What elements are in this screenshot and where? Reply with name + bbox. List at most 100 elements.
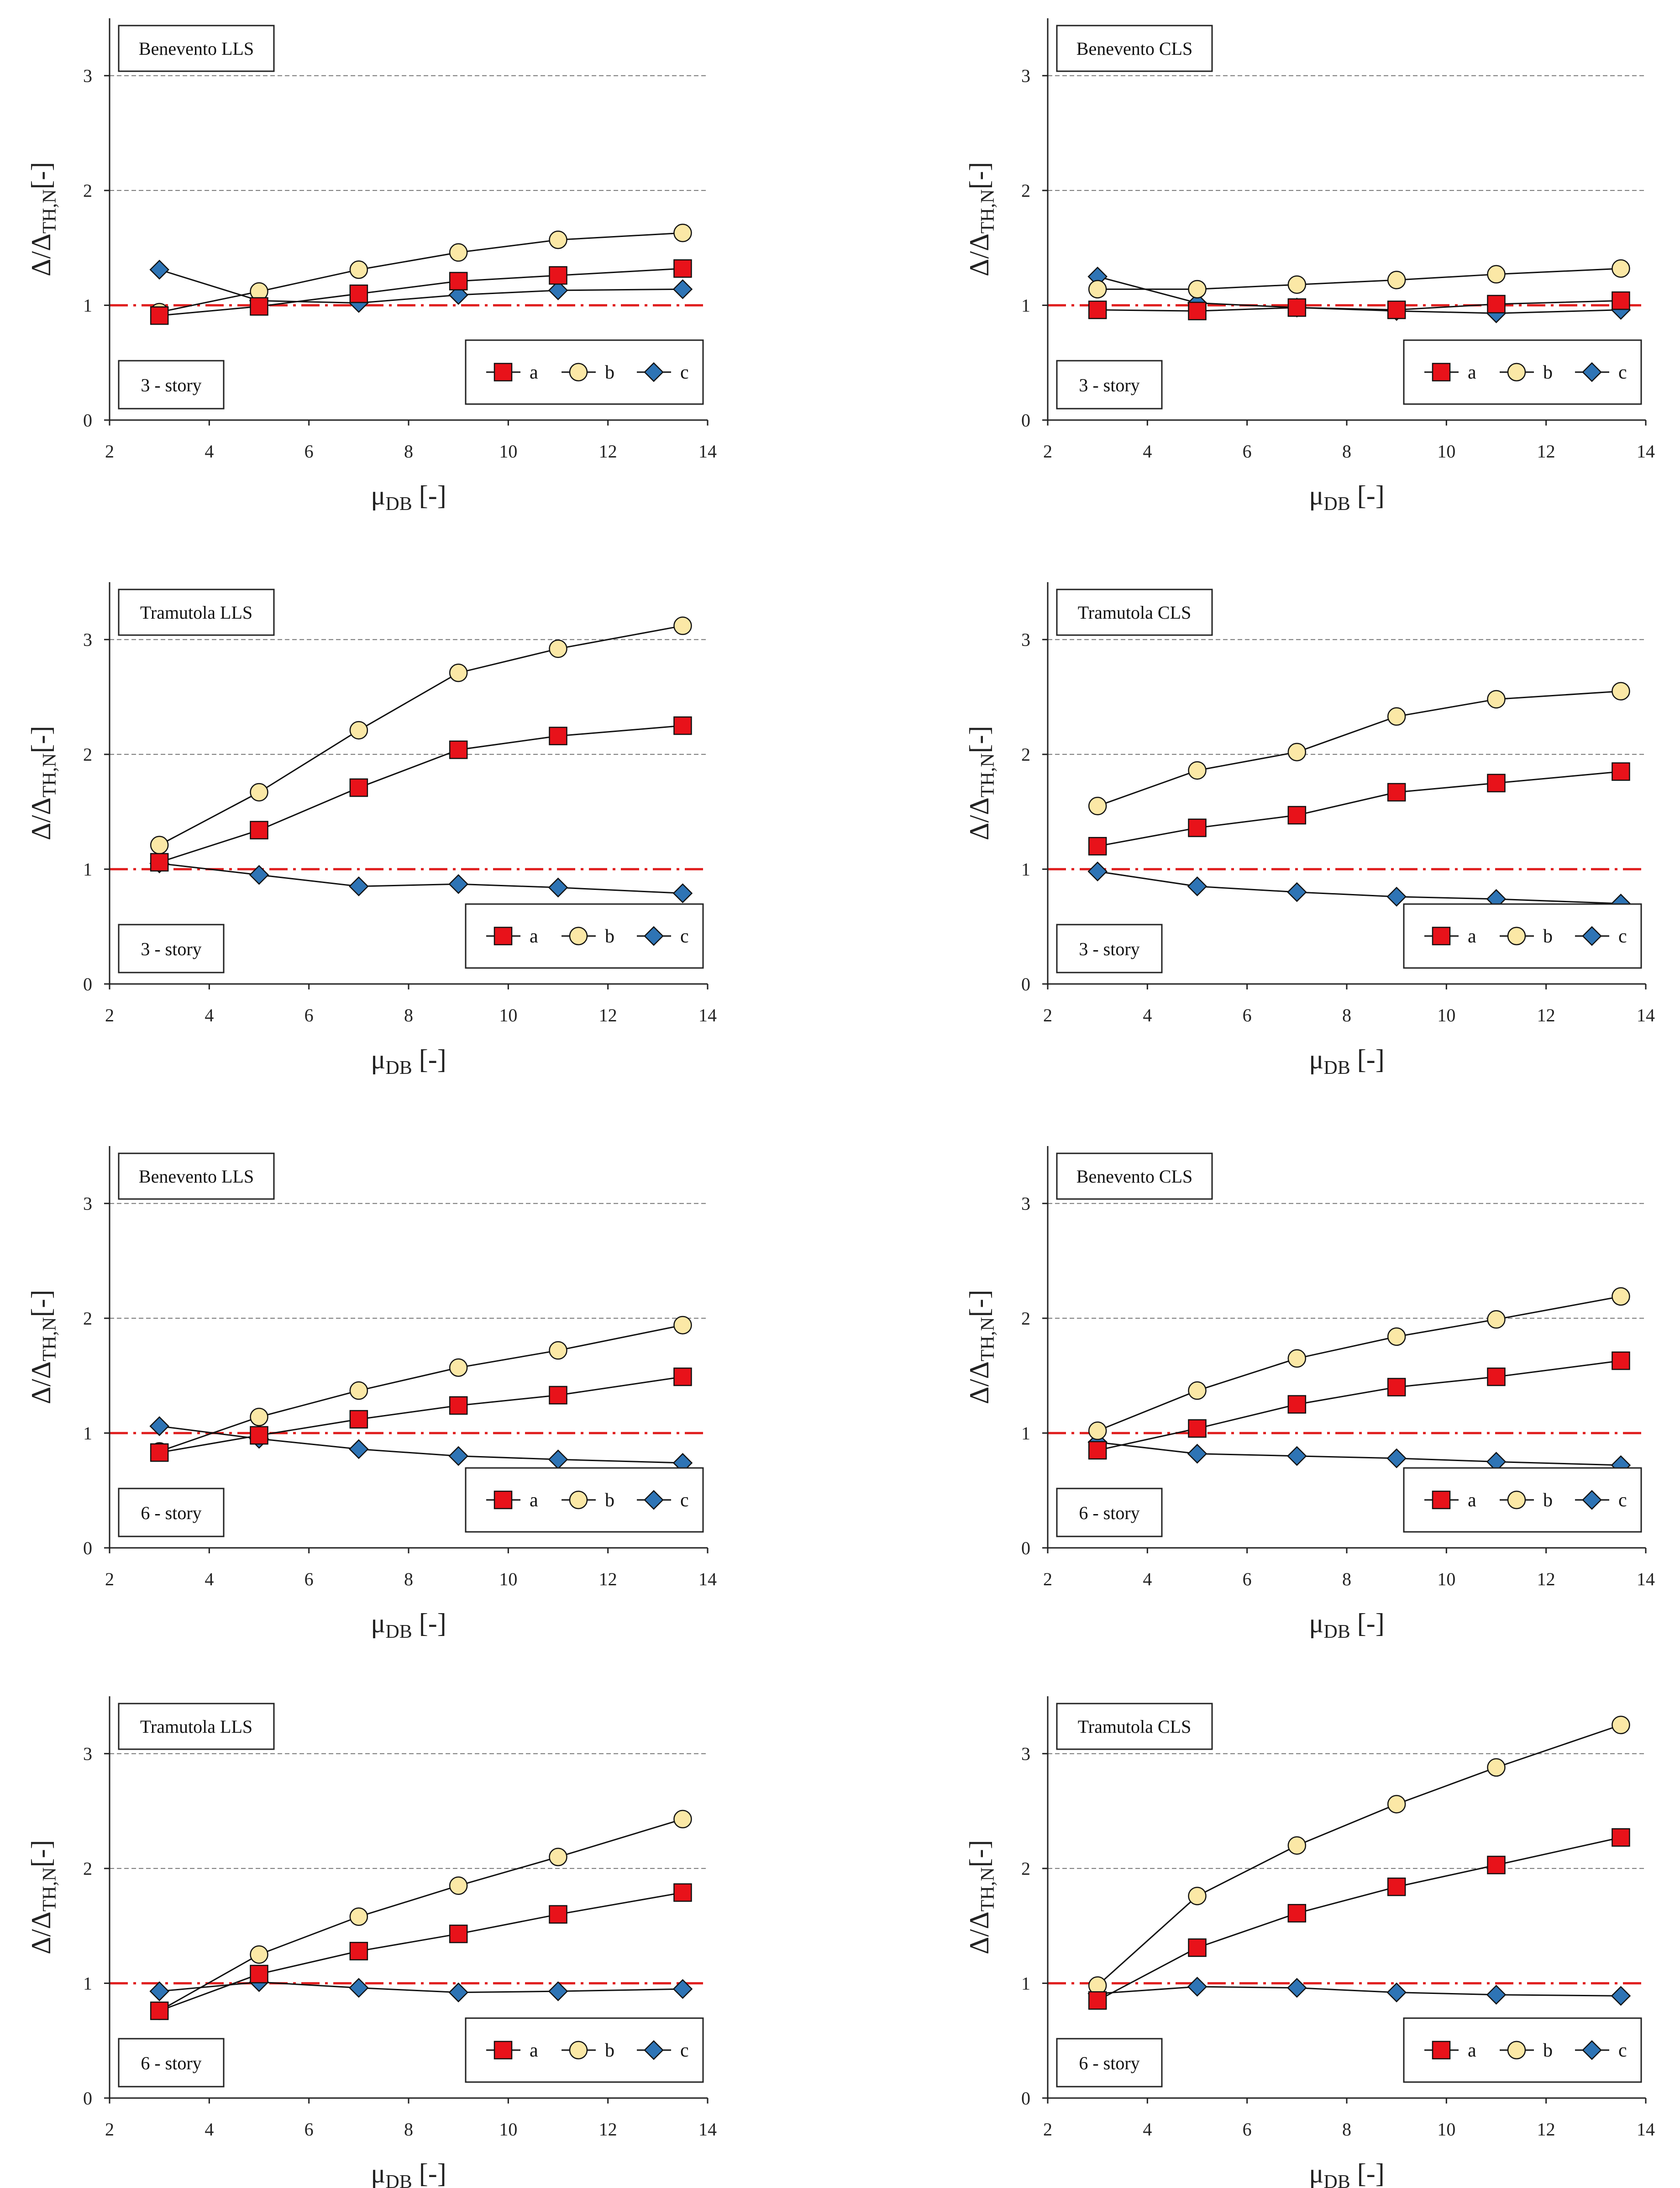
y-tick-label: 0 bbox=[1021, 1538, 1030, 1558]
point-b bbox=[1188, 761, 1207, 780]
x-tick-label: 12 bbox=[599, 441, 617, 462]
point-b bbox=[1612, 259, 1630, 278]
x-axis-title-tail: [-] bbox=[1350, 480, 1385, 510]
series-line-c bbox=[159, 1981, 683, 1993]
site-label: Benevento LLS bbox=[139, 38, 254, 59]
series-line-b bbox=[1097, 268, 1621, 290]
x-tick-label: 14 bbox=[698, 1005, 717, 1026]
point-a bbox=[673, 716, 692, 735]
story-label-box bbox=[118, 1488, 225, 1537]
point-b bbox=[1188, 1381, 1207, 1400]
point-b bbox=[549, 231, 567, 249]
point-b bbox=[349, 721, 368, 740]
y-tick-label: 2 bbox=[83, 744, 92, 765]
y-tick-label: 2 bbox=[83, 180, 92, 201]
x-tick-label: 10 bbox=[499, 1005, 517, 1026]
y-tick-label: 0 bbox=[1021, 974, 1030, 994]
x-tick-label: 2 bbox=[1043, 1005, 1052, 1026]
point-c bbox=[1287, 882, 1307, 902]
x-tick-label: 14 bbox=[1637, 441, 1655, 462]
legend-label-b: b bbox=[605, 362, 614, 383]
point-b bbox=[1612, 1287, 1630, 1306]
legend-marker-a bbox=[1432, 363, 1451, 382]
y-axis-title-tail: [-] bbox=[964, 162, 994, 189]
series-line-b bbox=[159, 1818, 683, 2012]
x-tick-label: 8 bbox=[1342, 1569, 1351, 1589]
x-axis-title: μDB [-] bbox=[1309, 1608, 1384, 1642]
point-c bbox=[448, 1446, 468, 1466]
series-line-c bbox=[1097, 1986, 1621, 1997]
series-line-a bbox=[159, 268, 683, 316]
story-label: 3 - story bbox=[1079, 375, 1139, 395]
site-label: Tramutola LLS bbox=[140, 602, 252, 623]
site-label: Tramutola CLS bbox=[1078, 602, 1192, 623]
y-axis-title-sub: TH,N bbox=[39, 189, 60, 234]
point-c bbox=[1187, 876, 1208, 897]
y-axis-title: Δ/ΔTH,N[-] bbox=[964, 162, 998, 277]
series-line-b bbox=[1097, 1724, 1621, 1986]
legend-marker-a bbox=[493, 926, 513, 946]
x-tick-label: 4 bbox=[205, 1005, 214, 1026]
site-label: Benevento CLS bbox=[1076, 1166, 1192, 1187]
point-a bbox=[349, 284, 368, 303]
series-line-c bbox=[1097, 871, 1621, 905]
point-b bbox=[1612, 682, 1630, 701]
x-tick-label: 12 bbox=[1537, 2119, 1555, 2140]
series-line-c bbox=[159, 269, 683, 304]
legend-label-c: c bbox=[680, 926, 689, 947]
point-a bbox=[250, 1965, 268, 1983]
site-label-box bbox=[118, 25, 275, 72]
x-tick-label: 6 bbox=[304, 1005, 314, 1026]
point-b bbox=[1387, 271, 1406, 289]
x-axis-title-main: μ bbox=[1309, 1608, 1323, 1638]
x-axis-title-main: μ bbox=[371, 480, 385, 510]
x-axis-title-sub: DB bbox=[1323, 1621, 1350, 1642]
point-b bbox=[449, 243, 468, 262]
y-tick-label: 2 bbox=[1021, 1858, 1030, 1879]
x-axis-title: μDB [-] bbox=[371, 480, 446, 515]
y-axis-title: Δ/ΔTH,N[-] bbox=[26, 726, 60, 841]
point-a bbox=[1188, 1938, 1207, 1957]
x-tick-label: 2 bbox=[105, 2119, 114, 2140]
x-tick-label: 8 bbox=[404, 1005, 413, 1026]
point-a bbox=[549, 1386, 567, 1404]
point-a bbox=[1612, 762, 1630, 781]
legend-marker-a bbox=[493, 2041, 513, 2060]
point-a bbox=[549, 1905, 567, 1924]
point-b bbox=[349, 1381, 368, 1400]
point-c bbox=[548, 1449, 568, 1470]
legend-label-c: c bbox=[680, 1490, 689, 1511]
x-tick-label: 12 bbox=[1537, 1569, 1555, 1589]
point-a bbox=[1088, 1991, 1107, 2010]
y-tick-label: 2 bbox=[1021, 744, 1030, 765]
x-tick-label: 10 bbox=[1437, 441, 1455, 462]
y-axis-title-main: Δ/Δ bbox=[964, 797, 994, 840]
site-label: Tramutola LLS bbox=[140, 1716, 252, 1737]
y-axis-title-tail: [-] bbox=[964, 726, 994, 753]
x-tick-label: 14 bbox=[1637, 1005, 1655, 1026]
x-tick-label: 8 bbox=[1342, 2119, 1351, 2140]
point-a bbox=[150, 2001, 169, 2020]
x-axis-title-main: μ bbox=[1309, 2158, 1323, 2188]
legend-marker-a bbox=[1432, 1490, 1451, 1510]
point-a bbox=[1188, 818, 1207, 837]
point-b bbox=[449, 663, 468, 682]
series-line-c bbox=[1097, 276, 1621, 314]
x-tick-label: 4 bbox=[1143, 1569, 1152, 1589]
point-a bbox=[449, 740, 468, 759]
x-tick-label: 2 bbox=[105, 441, 114, 462]
point-a bbox=[1287, 1904, 1307, 1923]
y-tick-label: 2 bbox=[83, 1308, 92, 1329]
y-axis-title: Δ/ΔTH,N[-] bbox=[26, 162, 60, 277]
y-axis-title-main: Δ/Δ bbox=[964, 233, 994, 276]
series-line-c bbox=[159, 863, 683, 894]
x-tick-label: 6 bbox=[304, 1569, 314, 1589]
point-b bbox=[1487, 690, 1506, 709]
point-b bbox=[1387, 1795, 1406, 1814]
y-tick-label: 3 bbox=[83, 1194, 92, 1214]
y-axis-title-tail: [-] bbox=[26, 162, 56, 189]
x-tick-label: 10 bbox=[499, 441, 517, 462]
point-c bbox=[1486, 1984, 1507, 2005]
